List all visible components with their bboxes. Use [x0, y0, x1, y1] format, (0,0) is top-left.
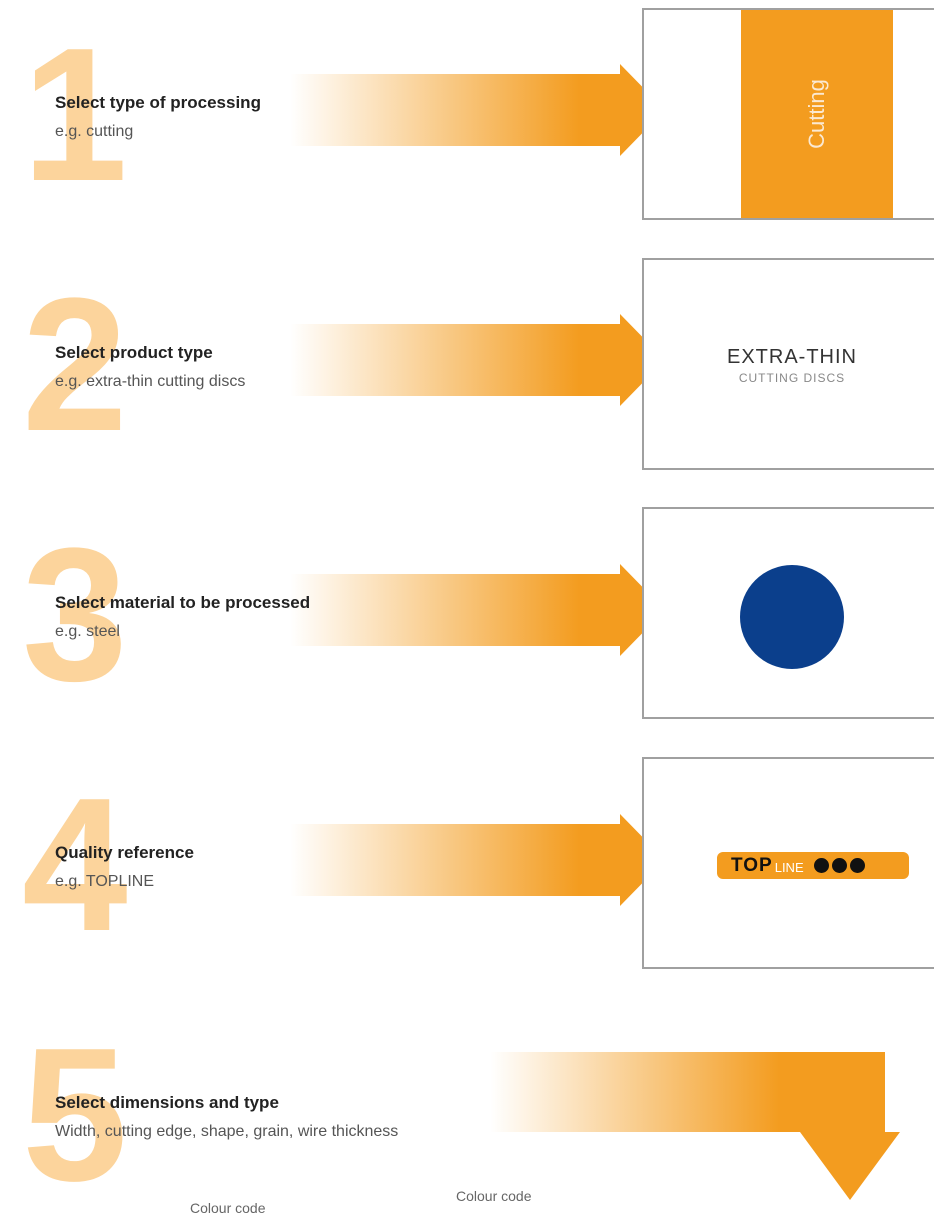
arrow — [290, 64, 665, 156]
arrow-head — [800, 1132, 900, 1200]
footer-label: Colour code — [456, 1188, 532, 1204]
processing-label: Cutting — [804, 79, 829, 149]
arrow — [290, 564, 665, 656]
step-title: Select dimensions and type — [55, 1093, 279, 1112]
product-box: EXTRA-THIN CUTTING DISCS — [642, 258, 934, 470]
logo-light: LINE — [774, 860, 804, 875]
step-title: Select product type — [55, 343, 213, 362]
processing-band — [741, 10, 893, 218]
logo-dot — [813, 858, 829, 873]
logo-dot — [849, 858, 865, 873]
quality-box: TOP LINE — [642, 757, 934, 969]
step-number: 1 — [22, 9, 128, 221]
step-title: Select type of processing — [55, 93, 261, 112]
step-number: 3 — [22, 509, 128, 721]
steel-dot — [740, 565, 844, 669]
logo-dot — [831, 858, 847, 873]
topline-logo: TOP LINE — [717, 852, 909, 879]
processing-box: Cutting — [642, 8, 934, 220]
step-subtitle: Width, cutting edge, shape, grain, wire … — [55, 1123, 399, 1140]
logo-bold: TOP — [731, 854, 773, 876]
arrow — [490, 1052, 885, 1132]
step-subtitle: e.g. TOPLINE — [55, 873, 155, 890]
step-subtitle: e.g. extra-thin cutting discs — [55, 373, 246, 390]
step-subtitle: e.g. steel — [55, 623, 120, 640]
step-title: Select material to be processed — [55, 593, 311, 612]
step-number: 2 — [22, 259, 128, 471]
footer-label: Colour code — [190, 1200, 266, 1216]
step-number: 5 — [22, 1009, 128, 1221]
product-line1: EXTRA-THIN — [727, 346, 857, 368]
arrow — [290, 314, 665, 406]
material-box — [642, 507, 934, 719]
step-subtitle: e.g. cutting — [55, 123, 134, 140]
step-number: 4 — [22, 759, 128, 971]
product-line2: CUTTING DISCS — [738, 371, 846, 385]
arrow — [290, 814, 665, 906]
step-title: Quality reference — [55, 843, 194, 862]
